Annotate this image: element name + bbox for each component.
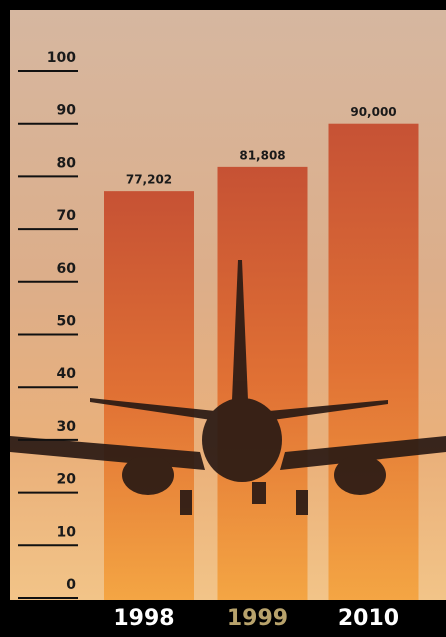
y-tick-label: 70: [57, 208, 77, 224]
y-tick-label: 0: [66, 577, 76, 593]
plane-left-gear: [180, 490, 192, 515]
x-tick-label: 1999: [227, 606, 288, 631]
plane-left-stabilizer: [90, 398, 225, 422]
y-tick-label: 30: [57, 419, 77, 435]
bar: [328, 123, 419, 600]
bar: [217, 166, 308, 601]
plane-right-wing: [280, 436, 446, 470]
axis: 0 10 20 30 40 50 60 70 80 90 100 77,202 1998 81,808 19…: [18, 50, 399, 631]
plane-right-gear: [296, 490, 308, 515]
y-tick-label: 40: [57, 366, 77, 382]
plane-nose-gear: [252, 482, 266, 504]
y-tick-label: 10: [57, 524, 77, 540]
value-label: 90,000: [350, 105, 396, 119]
value-label: 81,808: [239, 148, 285, 162]
y-tick-label: 20: [57, 472, 77, 488]
y-tick-label: 60: [57, 261, 77, 277]
plane-fuselage: [202, 398, 282, 482]
x-tick-label: 2010: [338, 606, 399, 631]
bar: [104, 191, 194, 601]
y-tick-label: 50: [57, 314, 77, 330]
y-tick-label: 90: [57, 103, 77, 119]
plane-right-engine: [334, 455, 386, 495]
bars: [104, 123, 419, 601]
y-tick-label: 100: [47, 50, 76, 66]
plane-tail: [232, 260, 248, 400]
y-tick-label: 80: [57, 155, 77, 171]
x-tick-label: 1998: [113, 606, 174, 631]
plane: [10, 260, 446, 515]
plane-left-engine: [122, 455, 174, 495]
value-label: 77,202: [126, 173, 172, 187]
plane-right-stabilizer: [258, 400, 388, 422]
